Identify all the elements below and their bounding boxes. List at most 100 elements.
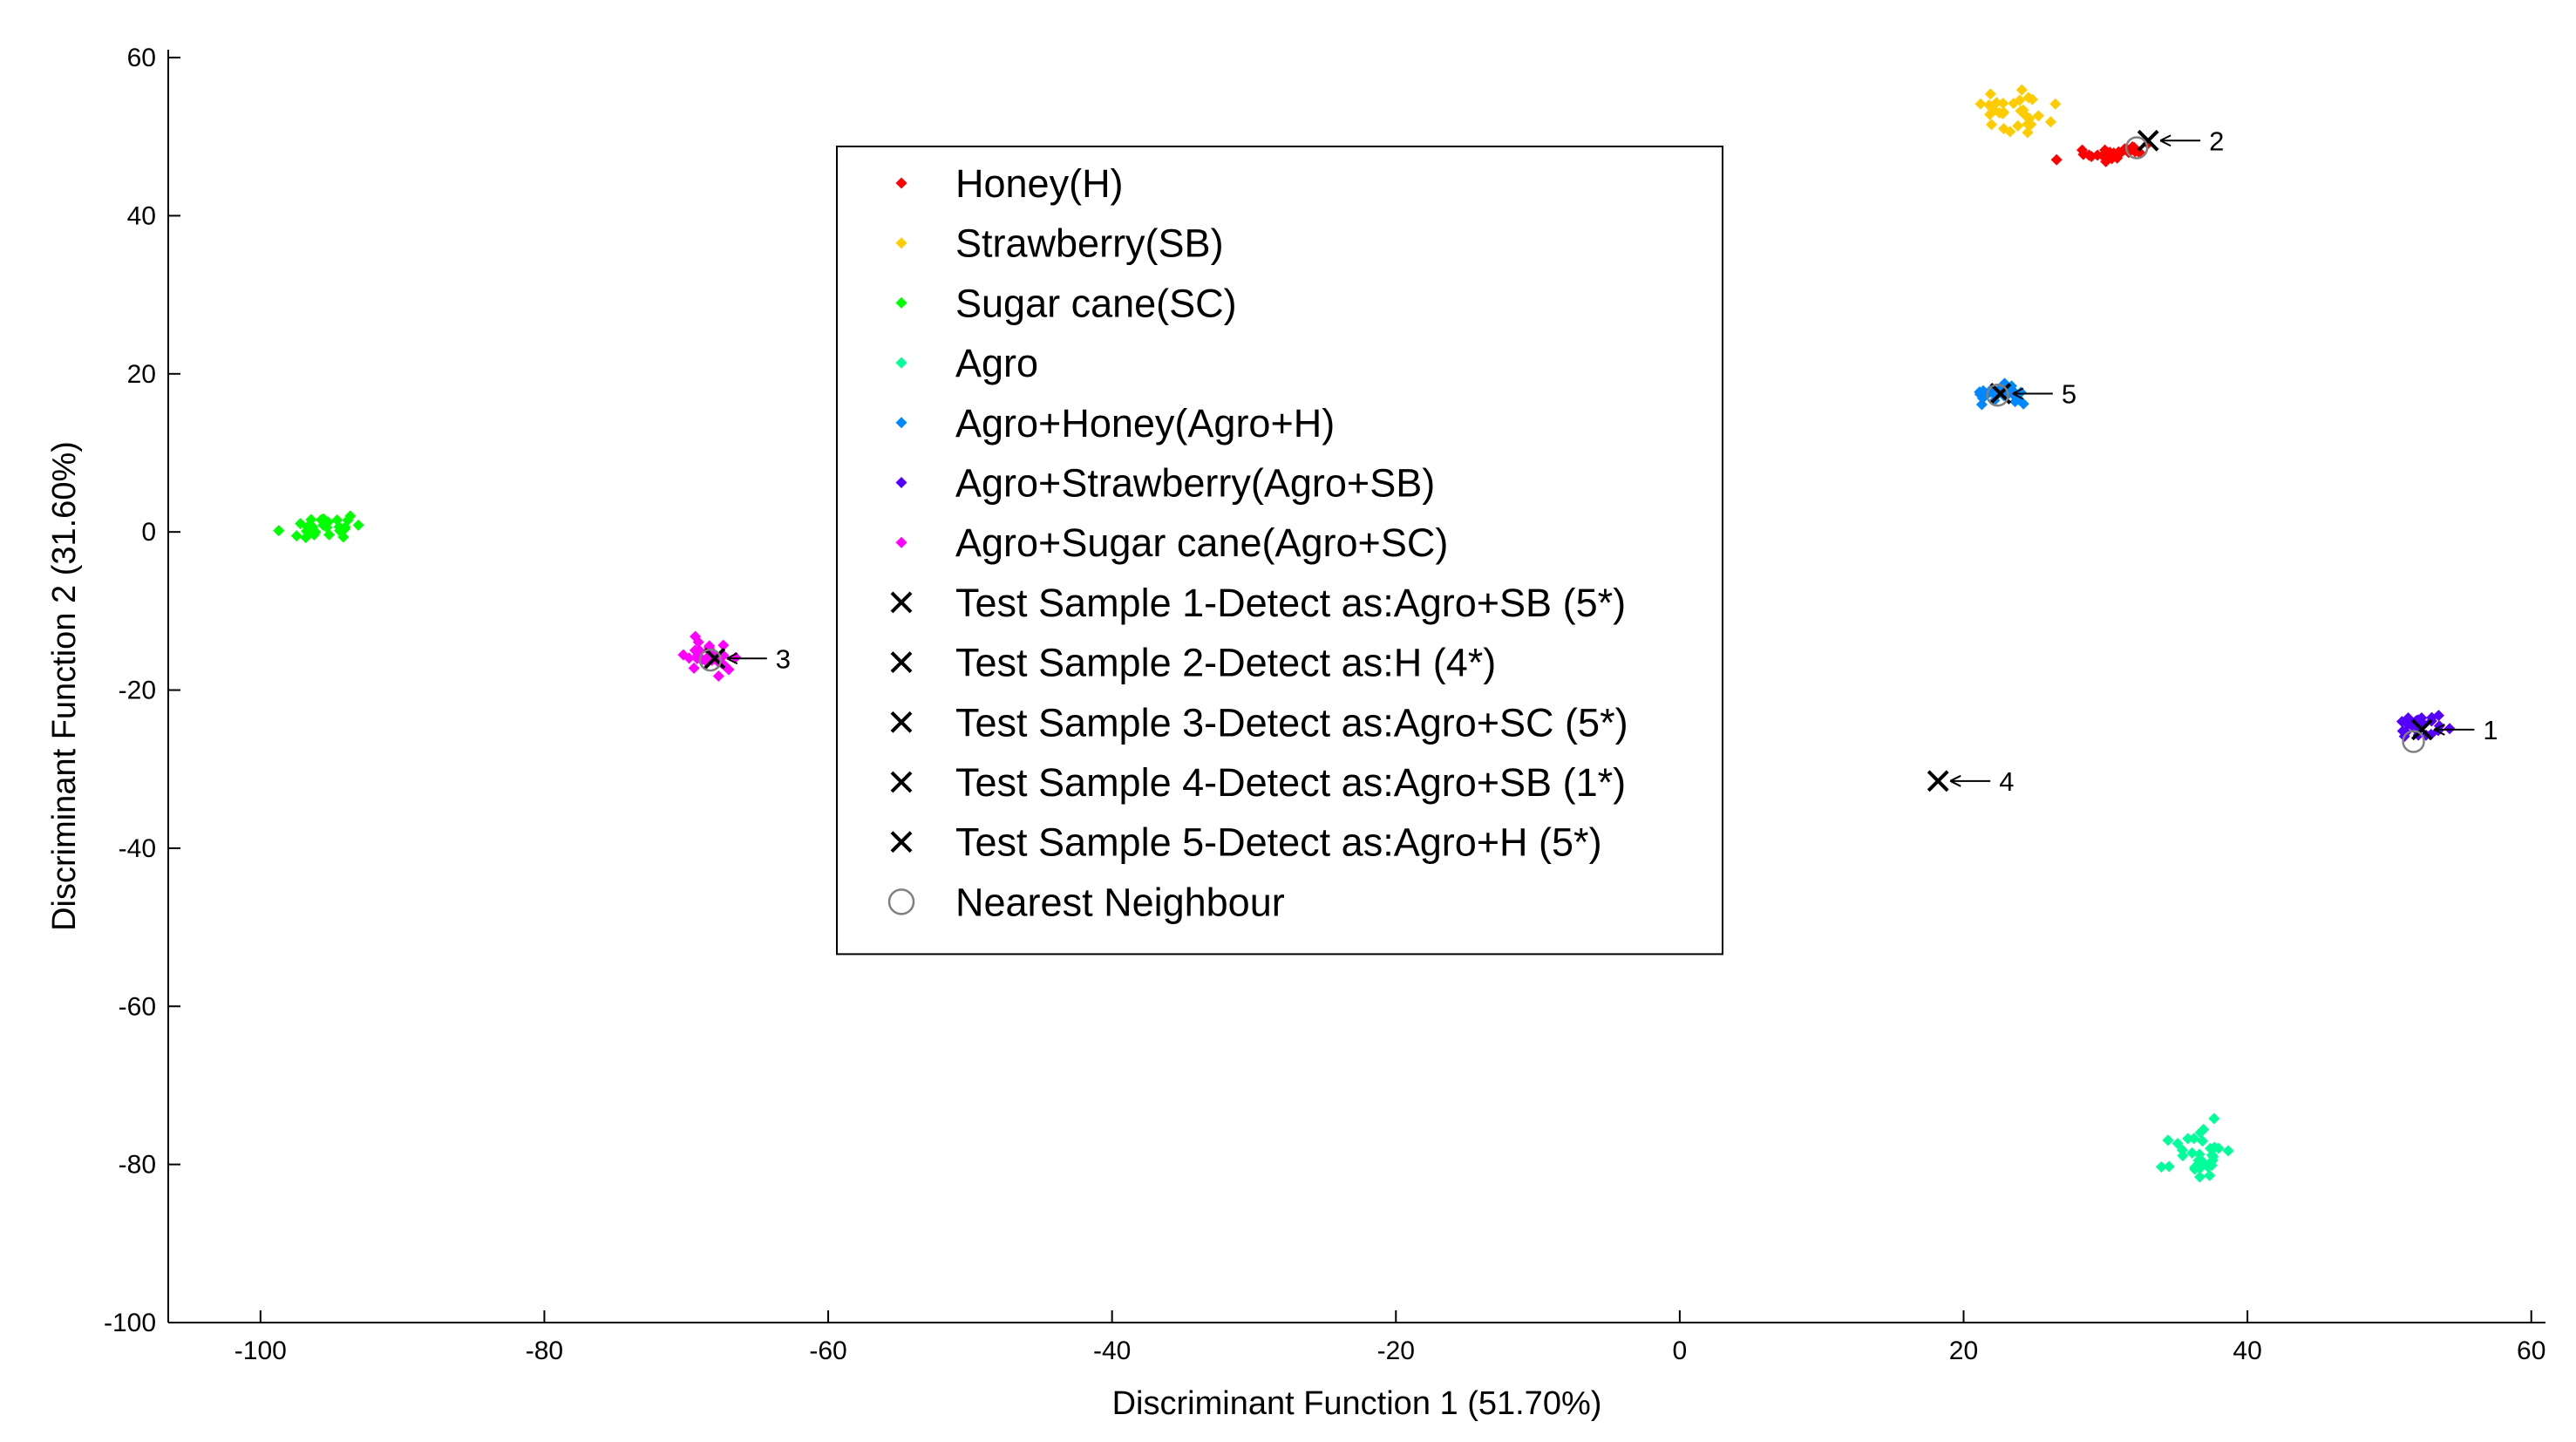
point-sugar-cane-sc <box>352 519 364 531</box>
y-tick-label: -80 <box>119 1151 156 1180</box>
nearest-neighbour-point <box>2124 136 2149 160</box>
point-strawberry-sb <box>1997 106 2009 119</box>
point-agro-sugar-cane-agro-sc <box>688 662 700 674</box>
point-honey-h <box>2085 151 2097 163</box>
annotation-arrowhead-2 <box>2159 134 2172 147</box>
legend-label: Nearest Neighbour <box>955 880 1285 924</box>
y-axis-title: Discriminant Function 2 (31.60%) <box>46 441 83 931</box>
point-agro-honey-agro-h <box>1977 391 1989 404</box>
legend-marker <box>895 477 907 488</box>
point-agro-sugar-cane-agro-sc <box>690 630 702 643</box>
annotation-arrowhead-4 <box>1949 774 1961 787</box>
point-strawberry-sb <box>1984 88 1996 100</box>
point-agro-sugar-cane-agro-sc <box>677 649 690 661</box>
point-agro-sugar-cane-agro-sc <box>712 670 724 683</box>
axes: -100 -80 -60 -40 -20 0 20 40 60 -100 -80 -60 -40 -20 0… <box>104 44 2545 1365</box>
point-sugar-cane-sc <box>290 530 302 542</box>
point-agro-sugar-cane-agro-sc <box>717 639 730 651</box>
point-agro <box>2198 1123 2210 1135</box>
legend-label: Test Sample 4-Detect as:Agro+SB (1*) <box>955 760 1626 805</box>
point-honey-h <box>2133 146 2145 159</box>
annotation-arrowhead-5 <box>2012 387 2024 400</box>
annotation-arrowhead-1 <box>2433 723 2445 736</box>
legend-label: Test Sample 5-Detect as:Agro+H (5*) <box>955 820 1602 865</box>
point-agro <box>2162 1134 2174 1146</box>
legend-marker <box>895 357 907 369</box>
point-agro-honey-agro-h <box>2017 398 2029 410</box>
legend-label: Agro+Sugar cane(Agro+SC) <box>955 520 1448 565</box>
point-agro <box>2197 1135 2209 1147</box>
point-strawberry-sb <box>1985 119 1997 131</box>
point-agro <box>2208 1141 2220 1153</box>
y-tick-label: 40 <box>127 201 156 230</box>
x-tick-label: 40 <box>2233 1337 2261 1365</box>
nearest-neighbour-point <box>1986 384 2009 407</box>
legend-marker <box>890 831 913 854</box>
y-tick-label: 60 <box>127 44 156 72</box>
y-tick-label: -60 <box>119 992 156 1021</box>
point-agro <box>2222 1145 2234 1157</box>
point-strawberry-sb <box>2020 110 2032 122</box>
point-agro <box>2208 1112 2220 1125</box>
point-agro <box>2182 1133 2194 1145</box>
point-strawberry-sb <box>1997 97 2009 109</box>
legend-marker <box>895 177 907 189</box>
annotation-label-4: 4 <box>1999 766 2014 797</box>
legend-label: Test Sample 1-Detect as:Agro+SB (5*) <box>955 581 1626 625</box>
legend-marker <box>895 417 907 429</box>
point-strawberry-sb <box>2017 104 2029 116</box>
x-tick-label: -60 <box>809 1337 846 1365</box>
test-sample-4-marker <box>1927 770 1949 792</box>
point-agro-strawberry-agro-sb <box>2409 715 2422 727</box>
point-agro <box>2193 1162 2206 1174</box>
x-tick-label: 20 <box>1949 1337 1978 1365</box>
y-tick-label: 20 <box>127 360 156 389</box>
test-sample-1-marker <box>2410 718 2433 741</box>
test-markers <box>698 129 2433 792</box>
point-strawberry-sb <box>2044 116 2056 128</box>
point-agro <box>2155 1160 2167 1173</box>
annotation-label-2: 2 <box>2209 126 2224 156</box>
point-strawberry-sb <box>2032 110 2044 122</box>
legend-marker <box>887 888 915 915</box>
legend-label: Honey(H) <box>955 161 1124 206</box>
test-sample-3-marker <box>703 647 726 670</box>
point-honey-h <box>2076 144 2089 156</box>
y-tick-label: 0 <box>141 518 156 547</box>
point-sugar-cane-sc <box>323 528 336 541</box>
legend-label: Sugar cane(SC) <box>955 281 1237 325</box>
point-sugar-cane-sc <box>344 510 357 522</box>
legend-marker <box>890 711 913 733</box>
point-strawberry-sb <box>2049 98 2062 110</box>
point-strawberry-sb <box>2012 119 2024 132</box>
test-sample-2-marker <box>2137 129 2159 152</box>
point-honey-h <box>2102 146 2114 159</box>
point-sugar-cane-sc <box>300 532 312 544</box>
legend-marker <box>890 651 913 674</box>
legend-label: Agro <box>955 341 1038 385</box>
point-strawberry-sb <box>2015 84 2028 96</box>
point-strawberry-sb <box>2026 93 2038 105</box>
x-axis-title: Discriminant Function 1 (51.70%) <box>1112 1385 1602 1422</box>
legend-box <box>836 146 1723 956</box>
point-agro <box>2172 1138 2184 1150</box>
point-strawberry-sb <box>2008 98 2020 110</box>
point-honey-h <box>2050 153 2063 166</box>
x-tick-label: -80 <box>526 1337 563 1365</box>
legend-label: Test Sample 3-Detect as:Agro+SC (5*) <box>955 700 1628 745</box>
legend-marker <box>895 536 907 548</box>
point-agro-honey-agro-h <box>1977 384 1989 397</box>
point-sugar-cane-sc <box>273 525 285 537</box>
point-honey-h <box>2113 148 2125 160</box>
y-tick-label: -100 <box>104 1309 156 1337</box>
point-agro <box>2163 1160 2175 1173</box>
point-strawberry-sb <box>2022 118 2034 130</box>
legend: Honey(H) Strawberry(SB) Sugar cane(SC) Agro… <box>836 146 1723 956</box>
x-tick-label: -40 <box>1093 1337 1131 1365</box>
point-strawberry-sb <box>1998 123 2010 135</box>
point-strawberry-sb <box>1990 97 2002 109</box>
x-tick-label: 60 <box>2517 1337 2545 1365</box>
annotation-label-1: 1 <box>2483 715 2498 745</box>
legend-marker <box>895 296 907 309</box>
